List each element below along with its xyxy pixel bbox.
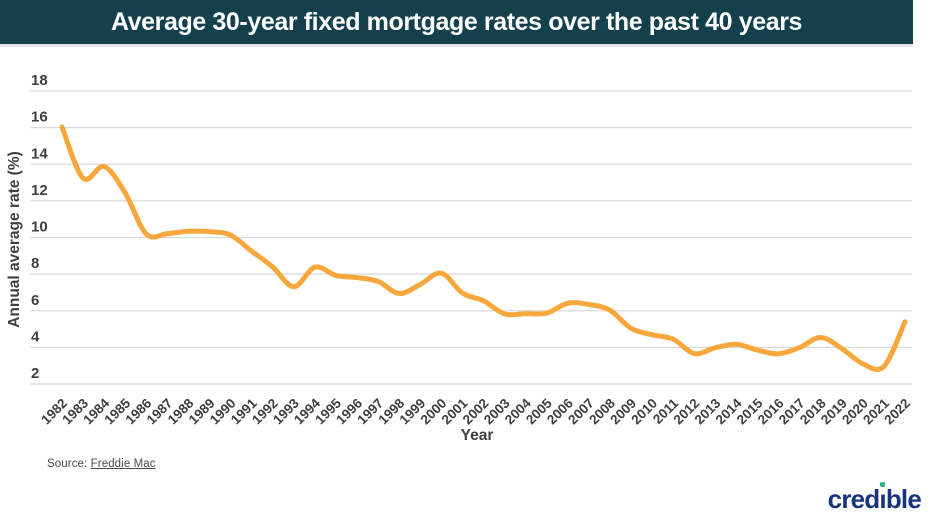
- chart-title-bar: Average 30-year fixed mortgage rates ove…: [0, 0, 913, 44]
- y-tick-label-12: 12: [31, 182, 48, 199]
- logo-green-dot-icon: [880, 481, 886, 487]
- y-tick-label-6: 6: [31, 292, 39, 309]
- y-tick-label-18: 18: [31, 72, 48, 89]
- source-note: Source: Freddie Mac: [47, 458, 156, 470]
- y-tick-label-2: 2: [31, 365, 39, 382]
- x-axis-title: Year: [461, 427, 494, 444]
- y-axis-title: Annual average rate (%): [6, 151, 23, 328]
- chart-title: Average 30-year fixed mortgage rates ove…: [110, 7, 803, 36]
- logo-letter-i: ı: [879, 481, 887, 512]
- logo-text-left: cred: [827, 484, 881, 514]
- y-tick-label-14: 14: [31, 145, 48, 162]
- source-prefix: Source:: [47, 458, 88, 470]
- source-link[interactable]: Freddie Mac: [90, 458, 156, 470]
- y-tick-label-16: 16: [31, 109, 48, 126]
- rate-line-series: [59, 124, 908, 372]
- logo-text-right: ble: [885, 484, 922, 514]
- credible-logo: credı ble: [827, 481, 922, 514]
- y-tick-label-8: 8: [31, 255, 39, 272]
- y-tick-label-10: 10: [31, 219, 48, 236]
- y-tick-label-4: 4: [31, 328, 40, 345]
